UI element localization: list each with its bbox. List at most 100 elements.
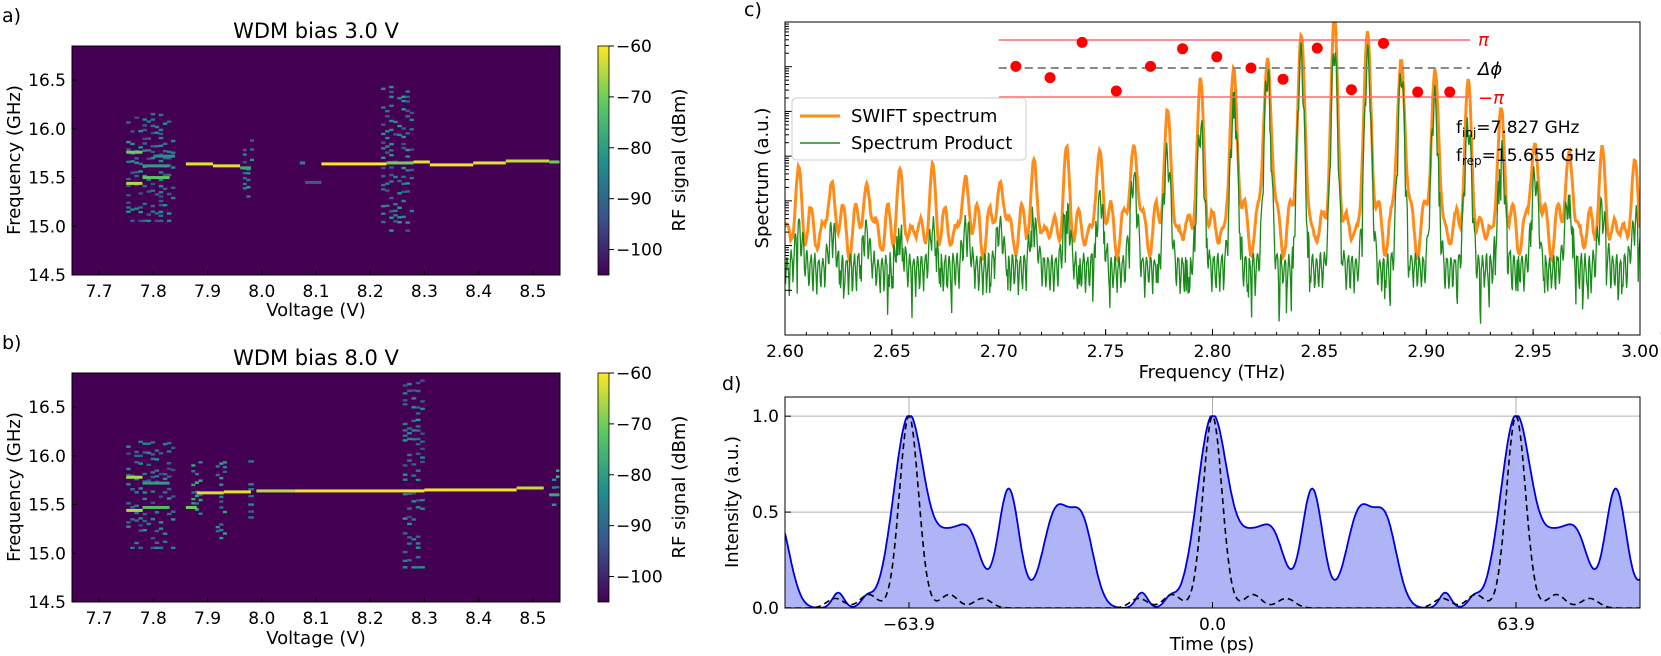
heatmap-cluster-cell	[126, 210, 131, 213]
heatmap-cluster-cell	[393, 220, 398, 223]
heatmap-cluster-cell	[166, 120, 172, 123]
heatmap-cluster-cell	[215, 473, 220, 477]
heatmap-cluster-cell	[415, 418, 421, 422]
heatmap-cluster-cell	[242, 176, 247, 180]
heatmap-cluster-cell	[405, 148, 410, 152]
heatmap-cluster-cell	[402, 473, 408, 476]
heatmap-cluster-cell	[170, 518, 176, 521]
heatmap-cluster-cell	[393, 175, 398, 179]
phase-point	[1044, 72, 1056, 84]
heatmap-cluster-cell	[126, 201, 131, 204]
heatmap-cluster-cell	[150, 131, 156, 135]
heatmap-cluster-cell	[154, 475, 160, 478]
heatmap-cluster-cell	[142, 480, 147, 483]
heatmap-cluster-cell	[150, 475, 156, 479]
heatmap-cluster-cell	[246, 186, 251, 189]
x-tick-label: 3.00	[1621, 342, 1659, 362]
heatmap-segment	[429, 163, 474, 167]
y-axis-label-a: Frequency (GHz)	[4, 85, 25, 235]
heatmap-cluster-cell	[146, 451, 152, 455]
heatmap-cluster-cell	[126, 148, 131, 151]
y-tick-label: 0.5	[752, 503, 779, 523]
heatmap-cluster-cell	[130, 488, 135, 491]
heatmap-cluster-cell	[130, 506, 135, 509]
heatmap-cluster-cell	[402, 532, 408, 535]
heatmap-cluster-cell	[248, 503, 255, 506]
heatmap-cluster-cell	[194, 494, 199, 498]
heatmap-cluster-cell	[142, 497, 147, 501]
heatmap-segment	[153, 154, 176, 158]
heatmap-cluster-cell	[242, 148, 247, 152]
x-axis-label-b: Voltage (V)	[266, 628, 366, 649]
heatmap-cluster-cell	[409, 128, 414, 131]
panel-a-label: a)	[2, 5, 21, 27]
heatmap-cluster-cell	[134, 161, 139, 164]
heatmap-segment	[516, 486, 544, 490]
heatmap-cluster-cell	[242, 187, 247, 190]
heatmap-cluster-cell	[134, 207, 139, 210]
heatmap-cluster-cell	[385, 204, 390, 207]
heatmap-cluster-cell	[405, 190, 410, 193]
heatmap-cluster-cell	[166, 173, 172, 177]
heatmap-cluster-cell	[389, 229, 394, 232]
heatmap-cluster-cell	[134, 541, 139, 545]
heatmap-cluster-cell	[191, 491, 196, 494]
heatmap-cluster-cell	[389, 210, 394, 213]
heatmap-cluster-cell	[191, 502, 196, 505]
heatmap-cluster-cell	[409, 111, 414, 115]
y-axis-label-b: Frequency (GHz)	[4, 412, 25, 562]
heatmap-cluster-cell	[397, 192, 402, 195]
heatmap-cluster-cell	[411, 538, 417, 541]
heatmap-cluster-cell	[158, 185, 164, 188]
heatmap-cluster-cell	[248, 460, 255, 463]
phase-inset: π Δϕ −π	[998, 30, 1505, 109]
heatmap-cluster-cell	[401, 190, 406, 194]
x-tick-label: 8.1	[302, 282, 329, 302]
heatmap-cluster-cell	[250, 139, 255, 142]
x-tick-label: 8.0	[248, 609, 275, 629]
colorbar-a	[597, 45, 610, 276]
heatmap-cluster-cell	[381, 156, 386, 160]
heatmap-cluster-cell	[393, 214, 398, 217]
phase-point	[1277, 73, 1289, 85]
heatmap-cluster-cell	[170, 139, 176, 143]
heatmap-cluster-cell	[158, 159, 164, 163]
heatmap-cluster-cell	[246, 172, 251, 175]
heatmap-cluster-cell	[150, 156, 156, 160]
heatmap-cluster-cell	[142, 219, 147, 223]
heatmap-cluster-cell	[194, 472, 199, 476]
heatmap-cluster-cell	[381, 204, 386, 208]
heatmap-cluster-cell	[170, 495, 176, 498]
heatmap-cluster-cell	[420, 432, 425, 435]
heatmap-cluster-cell	[222, 532, 227, 535]
heatmap-segment	[256, 489, 295, 493]
heatmap-cluster-cell	[381, 220, 386, 224]
heatmap-segment	[413, 160, 430, 164]
heatmap-cluster-cell	[138, 454, 143, 458]
heatmap-segment	[196, 491, 224, 495]
heatmap-cluster-cell	[411, 518, 417, 521]
heatmap-cluster-cell	[138, 524, 143, 527]
phase-label-delta-phi: Δϕ	[1476, 59, 1502, 80]
heatmap-cluster-cell	[402, 429, 408, 432]
heatmap-cluster-cell	[138, 462, 143, 465]
colorbar-ticks-a: −60 −70 −80 −90 −100	[609, 37, 663, 261]
heatmap-cluster-cell	[385, 189, 390, 192]
heatmap-cluster-cell	[215, 465, 220, 468]
heatmap-cluster-cell	[130, 160, 135, 163]
heatmap-cluster-cell	[162, 122, 168, 125]
heatmap-cluster-cell	[381, 147, 386, 150]
heatmap-cluster-cell	[402, 517, 408, 520]
heatmap-cluster-cell	[242, 171, 247, 175]
x-tick-label: 7.8	[140, 282, 167, 302]
x-tick-label: 8.3	[411, 282, 438, 302]
heatmap-cluster-cell	[393, 120, 398, 124]
heatmap-cluster-cell	[385, 151, 390, 154]
swift-spectrum-line	[785, 22, 1640, 267]
heatmap-cluster-cell	[158, 199, 164, 203]
colorbar-tick-label: −60	[616, 364, 652, 384]
heatmap-cluster-cell	[158, 113, 164, 117]
heatmap-cluster-cell	[409, 168, 414, 172]
heatmap-cluster-cell	[248, 510, 255, 513]
heatmap-cluster-cell	[402, 392, 408, 395]
